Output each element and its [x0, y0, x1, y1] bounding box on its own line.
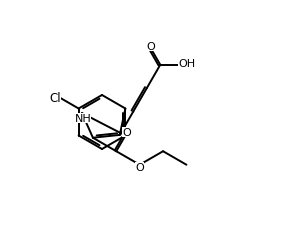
- Text: O: O: [147, 42, 155, 52]
- Text: OH: OH: [178, 59, 195, 69]
- Text: Cl: Cl: [49, 91, 60, 104]
- Text: O: O: [135, 162, 144, 172]
- Text: NH: NH: [74, 114, 91, 123]
- Text: O: O: [122, 127, 131, 137]
